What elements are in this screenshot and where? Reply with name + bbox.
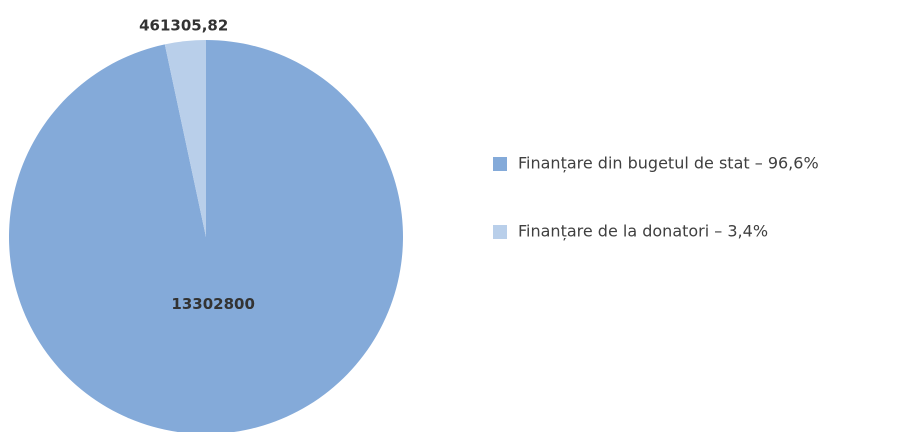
legend-label: Finanțare din bugetul de stat – 96,6% xyxy=(518,154,819,173)
value-label: 461305,82 xyxy=(139,17,228,35)
legend-label: Finanțare de la donatori – 3,4% xyxy=(518,222,768,241)
value-label: 13302800 xyxy=(171,295,255,313)
legend-swatch xyxy=(493,157,507,171)
pie-slice xyxy=(9,40,403,432)
pie-slice xyxy=(164,40,206,237)
legend-swatch xyxy=(493,225,507,239)
